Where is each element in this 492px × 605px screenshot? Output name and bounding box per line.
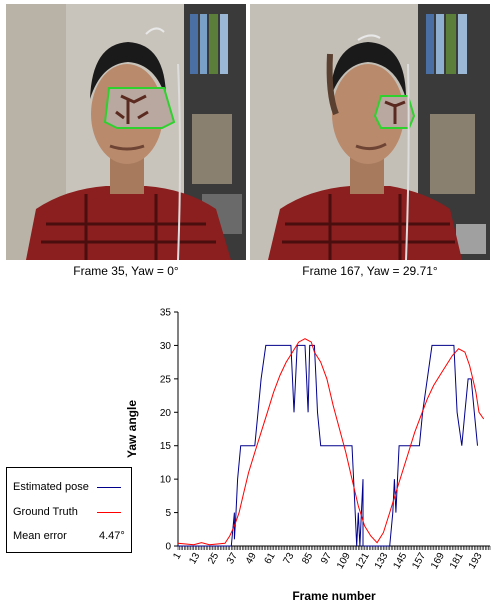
x-tick-label: 25 [206, 551, 221, 567]
x-tick-label: 181 [448, 551, 466, 571]
x-tick-label: 85 [300, 551, 315, 567]
y-tick-label: 15 [160, 441, 172, 452]
x-tick-label: 169 [429, 551, 447, 571]
y-tick-label: 0 [165, 542, 171, 553]
x-tick-label: 145 [391, 551, 409, 571]
y-tick-label: 25 [160, 374, 172, 385]
y-tick-label: 10 [160, 475, 172, 486]
x-tick-label: 121 [354, 551, 372, 571]
x-tick-label: 133 [373, 551, 391, 571]
frame-35-caption: Frame 35, Yaw = 0° [73, 264, 179, 278]
legend-mean-error-label: Mean error [13, 530, 67, 542]
legend-mean-error-value: 4.47° [99, 530, 125, 542]
ground-truth-line [177, 338, 485, 546]
frame-167-photo [250, 4, 490, 260]
frame-167-caption: Frame 167, Yaw = 29.71° [302, 264, 438, 278]
estimated-pose-line [178, 344, 478, 547]
x-tick-label: 49 [244, 551, 259, 567]
x-tick-label: 157 [410, 551, 428, 571]
y-tick-label: 30 [160, 341, 172, 352]
legend-ground-truth-swatch [97, 512, 121, 513]
x-tick-label: 109 [335, 551, 353, 571]
x-axis-title: Frame number [292, 589, 376, 603]
x-tick-label: 73 [281, 551, 296, 567]
legend-estimated-label: Estimated pose [13, 481, 89, 493]
frame-35-photo [6, 4, 246, 260]
legend-ground-truth-label: Ground Truth [13, 506, 78, 518]
x-tick-label: 1 [171, 551, 184, 562]
x-tick-label: 13 [187, 551, 202, 567]
y-tick-label: 20 [160, 408, 172, 419]
y-tick-label: 35 [160, 308, 172, 319]
chart-legend: Estimated pose Ground Truth Mean error 4… [6, 467, 132, 553]
x-tick-label: 37 [225, 551, 240, 567]
x-tick-label: 97 [319, 551, 334, 567]
legend-estimated-swatch [97, 487, 121, 488]
x-tick-label: 193 [467, 551, 485, 571]
x-tick-label: 61 [263, 551, 278, 567]
y-axis-title: Yaw angle [125, 400, 139, 458]
y-tick-label: 5 [165, 508, 171, 519]
